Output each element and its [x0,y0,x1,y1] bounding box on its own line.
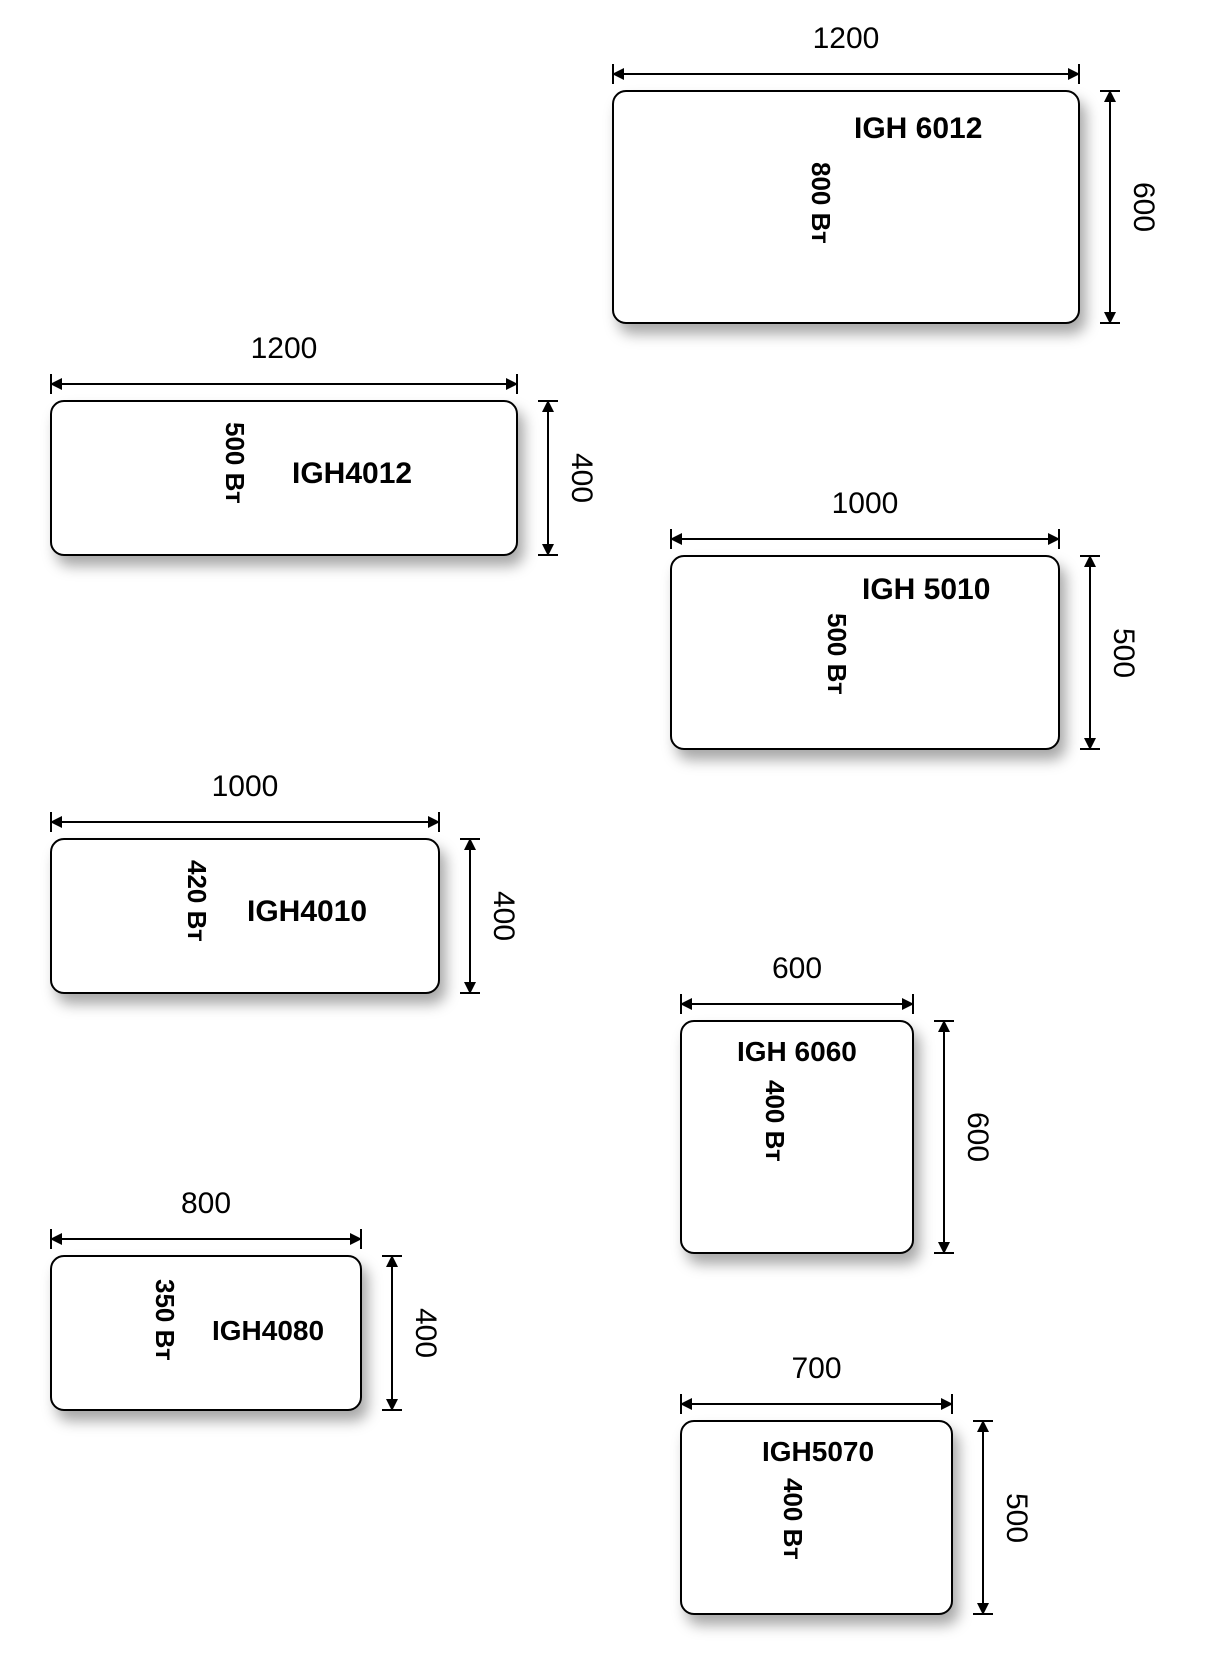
dim-height-igh4080: 400 [378,1255,450,1411]
dim-height-igh5070: 500 [969,1420,1041,1615]
dim-width-value: 700 [680,1352,953,1386]
power-label: 500 Вт [219,422,250,504]
dim-width-value: 1200 [50,332,518,366]
dim-height-igh4010: 400 [456,838,528,994]
dim-width-igh4080: 800 [50,1187,362,1253]
model-label: IGH 6060 [737,1036,857,1068]
power-label: 800 Вт [805,162,836,244]
model-label: IGH4012 [292,457,412,491]
dim-width-igh4012: 1200 [50,332,518,398]
dim-height-value: 600 [960,1112,994,1162]
power-label: 400 Вт [759,1080,790,1162]
dim-height-igh6060: 600 [930,1020,1002,1254]
dim-width-value: 1000 [50,770,440,804]
power-label: 420 Вт [181,860,212,942]
dim-height-value: 400 [564,453,598,503]
dim-width-value: 600 [680,952,914,986]
power-label: 350 Вт [149,1279,180,1361]
panel-igh5070: IGH5070 400 Вт [680,1420,953,1615]
model-label: IGH4080 [212,1315,324,1347]
dim-width-igh5010: 1000 [670,487,1060,553]
panel-igh4080: IGH4080 350 Вт [50,1255,362,1411]
dim-height-igh5010: 500 [1076,555,1148,750]
dim-height-value: 400 [486,891,520,941]
dim-height-value: 500 [1106,627,1140,677]
dim-width-value: 1000 [670,487,1060,521]
dim-height-value: 500 [999,1492,1033,1542]
dim-width-igh4010: 1000 [50,770,440,836]
panel-igh4010: IGH4010 420 Вт [50,838,440,994]
model-label: IGH 6012 [854,112,982,146]
model-label: IGH5070 [762,1436,874,1468]
dim-width-igh6060: 600 [680,952,914,1018]
dim-width-igh5070: 700 [680,1352,953,1418]
model-label: IGH4010 [247,895,367,929]
dim-height-value: 600 [1126,182,1160,232]
dim-width-value: 1200 [612,22,1080,56]
panel-igh6060: IGH 6060 400 Вт [680,1020,914,1254]
panel-igh6012: IGH 6012 800 Вт [612,90,1080,324]
power-label: 500 Вт [821,613,852,695]
power-label: 400 Вт [777,1478,808,1560]
dim-height-value: 400 [408,1308,442,1358]
dim-width-igh6012: 1200 [612,22,1080,88]
panel-igh4012: IGH4012 500 Вт [50,400,518,556]
dim-height-igh6012: 600 [1096,90,1168,324]
panel-igh5010: IGH 5010 500 Вт [670,555,1060,750]
dim-height-igh4012: 400 [534,400,606,556]
model-label: IGH 5010 [862,573,990,607]
dim-width-value: 800 [50,1187,362,1221]
